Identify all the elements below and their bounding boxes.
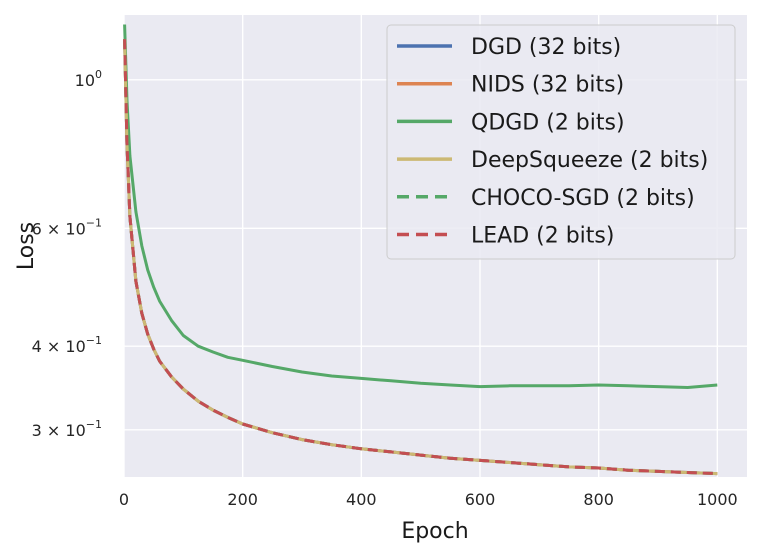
y-tick-exponent: −1 [86, 216, 102, 229]
y-tick-base: 6 × 10 [32, 219, 86, 238]
legend-label: DGD (32 bits) [471, 35, 621, 60]
legend-label: LEAD (2 bits) [471, 224, 614, 249]
legend-label: QDGD (2 bits) [471, 110, 625, 135]
series-layer [123, 24, 718, 476]
y-tick-exponent: −1 [86, 418, 102, 431]
y-tick-label: 3 × 10−1 [32, 418, 102, 440]
legend: DGD (32 bits) NIDS (32 bits) QDGD (2 bits)… [386, 24, 736, 260]
x-tick-label: 0 [119, 490, 129, 509]
x-tick-label: 800 [583, 490, 614, 509]
y-tick-exponent: 0 [95, 68, 102, 81]
x-axis-label: Epoch [401, 519, 468, 544]
series-line-qdgd [123, 24, 718, 389]
legend-label: NIDS (32 bits) [471, 73, 624, 98]
y-axis-label: Loss [14, 222, 39, 270]
y-tick-label: 4 × 10−1 [32, 334, 102, 356]
x-tick-label: 400 [346, 490, 377, 509]
y-tick-base: 3 × 10 [32, 421, 86, 440]
series-line-lead [123, 39, 718, 476]
x-tick-label: 600 [465, 490, 496, 509]
legend-label: CHOCO-SGD (2 bits) [471, 186, 695, 211]
legend-box [386, 24, 736, 260]
x-axis-ticks: 0 200 400 600 800 1000 [119, 490, 738, 509]
x-tick-label: 200 [227, 490, 258, 509]
y-tick-exponent: −1 [86, 334, 102, 347]
x-tick-label: 1000 [697, 490, 738, 509]
y-tick-label: 100 [75, 68, 102, 90]
y-tick-base: 4 × 10 [32, 337, 86, 356]
legend-label: DeepSqueeze (2 bits) [471, 148, 708, 173]
y-tick-label: 6 × 10−1 [32, 216, 102, 238]
y-tick-base: 10 [75, 71, 95, 90]
